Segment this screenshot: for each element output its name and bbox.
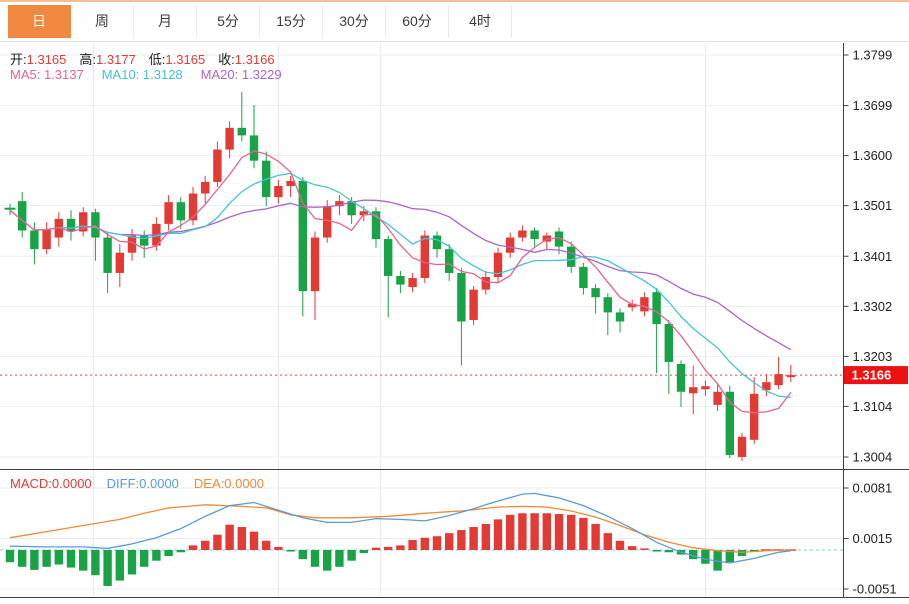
tab-15分[interactable]: 15分 — [260, 5, 323, 38]
diff-line — [9, 492, 791, 564]
svg-text:1.3600: 1.3600 — [853, 148, 893, 163]
current-price-badge: 1.3166 — [844, 366, 908, 385]
chart-area: 1.3799 1.3699 1.3600 1.3501 1.3401 1.3302 1.32… — [0, 42, 909, 604]
svg-text:1.3501: 1.3501 — [853, 198, 893, 213]
svg-text:1.3699: 1.3699 — [853, 98, 893, 113]
svg-text:1.3203: 1.3203 — [853, 349, 893, 364]
macd-histogram — [5, 513, 797, 586]
candles-layer — [4, 91, 795, 462]
tab-月[interactable]: 月 — [134, 5, 197, 38]
tab-4时[interactable]: 4时 — [449, 5, 512, 38]
svg-text:1.3799: 1.3799 — [853, 48, 893, 63]
svg-text:1.3104: 1.3104 — [853, 399, 893, 414]
svg-text:0.0015: 0.0015 — [853, 531, 893, 546]
price-macd-chart[interactable]: 1.3799 1.3699 1.3600 1.3501 1.3401 1.3302 1.32… — [0, 42, 909, 604]
svg-text:0.0081: 0.0081 — [853, 481, 893, 496]
svg-text:1.3401: 1.3401 — [853, 249, 893, 264]
svg-text:1.3302: 1.3302 — [853, 299, 893, 314]
ma10-line — [9, 172, 791, 399]
tab-周[interactable]: 周 — [71, 5, 134, 38]
ma20-line — [9, 199, 792, 351]
axis-labels: 1.3799 1.3699 1.3600 1.3501 1.3401 1.3302 1.32… — [843, 48, 897, 597]
svg-text:1.3166: 1.3166 — [852, 368, 892, 383]
tab-30分[interactable]: 30分 — [323, 5, 386, 38]
dea-line — [9, 504, 791, 553]
svg-text:-0.0051: -0.0051 — [853, 582, 897, 597]
ma5-line — [9, 150, 792, 414]
tab-日[interactable]: 日 — [8, 5, 71, 38]
tab-60分[interactable]: 60分 — [386, 5, 449, 38]
svg-text:1.3004: 1.3004 — [853, 450, 893, 465]
timeframe-tabbar: 日周月 5分 15分 30分 60分 4时 — [0, 2, 909, 42]
tab-5分[interactable]: 5分 — [197, 5, 260, 38]
